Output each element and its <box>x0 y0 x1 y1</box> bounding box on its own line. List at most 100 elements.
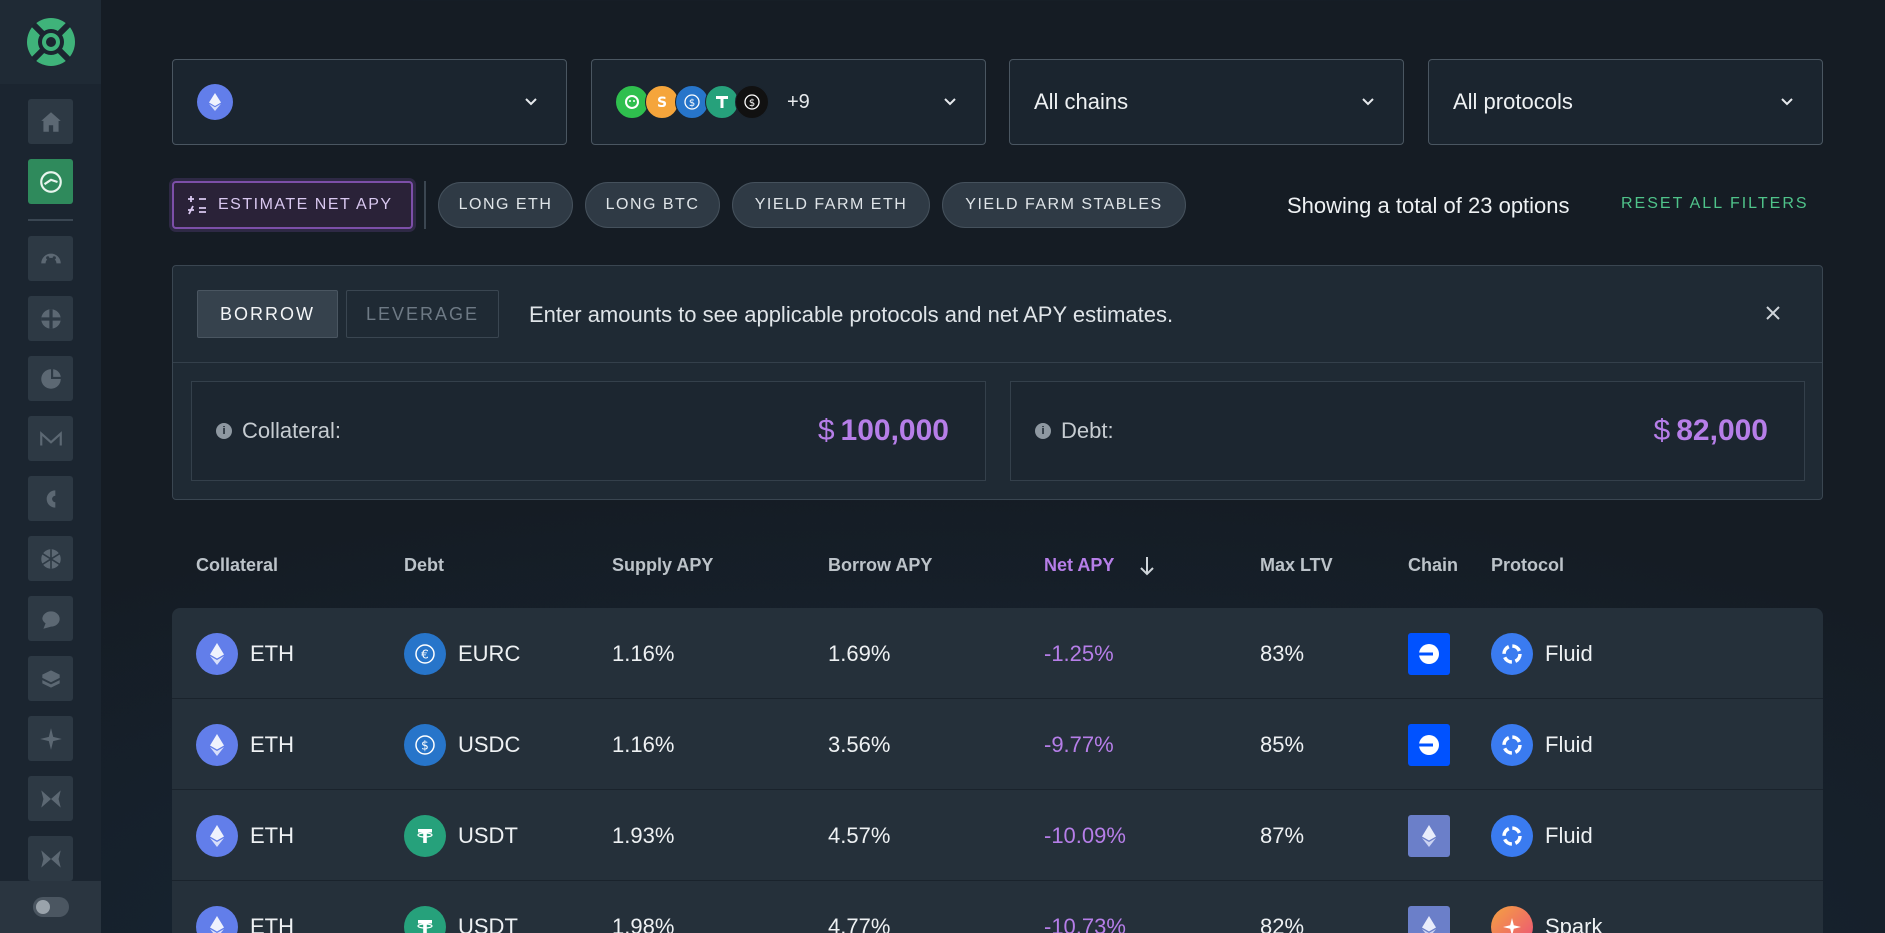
chip-yield-farm-stables[interactable]: YIELD FARM STABLES <box>942 182 1186 228</box>
eth-icon <box>197 84 233 120</box>
euler-button[interactable] <box>28 476 73 521</box>
sort-desc-icon[interactable] <box>1138 555 1156 577</box>
col-debt[interactable]: Debt <box>404 555 444 575</box>
usdt-icon <box>404 905 446 933</box>
cell-collateral-label: ETH <box>250 640 294 666</box>
cell-supply: 1.16% <box>612 640 675 666</box>
cell-protocol-label: Fluid <box>1545 640 1593 666</box>
cell-debt: USDT <box>404 881 518 933</box>
dashboard-button[interactable] <box>28 236 73 281</box>
estimate-panel: BORROW LEVERAGE Enter amounts to see app… <box>172 265 1823 500</box>
morpho-button[interactable] <box>28 416 73 461</box>
chevron-down-icon <box>525 98 537 106</box>
spark-icon <box>39 727 62 750</box>
base-chain-icon <box>1408 632 1450 675</box>
cell-debt-label: USDT <box>458 913 518 933</box>
collateral-amount-field[interactable]: i Collateral: $ 100,000 <box>191 381 986 481</box>
collateral-filter[interactable] <box>172 59 567 145</box>
cell-debt-label: EURC <box>458 640 521 666</box>
usds-icon: S <box>645 85 679 119</box>
chip-long-btc[interactable]: LONG BTC <box>585 182 720 228</box>
tab-borrow[interactable]: BORROW <box>197 290 338 338</box>
chip-yield-farm-eth[interactable]: YIELD FARM ETH <box>732 182 930 228</box>
table-row[interactable]: ETH USDT 1.98% 4.77% -10.73% 82% Spark <box>172 881 1823 933</box>
cell-debt: $ USDC <box>404 699 520 790</box>
ethereum-chain-icon <box>1408 814 1450 857</box>
cell-chain <box>1408 699 1450 790</box>
butterfly-button[interactable] <box>28 776 73 821</box>
cell-borrow: 3.56% <box>828 731 891 757</box>
table-row[interactable]: ETH € EURC 1.16% 1.69% -1.25% 83% Fluid <box>172 608 1823 699</box>
lending-button[interactable] <box>28 296 73 341</box>
cell-chain <box>1408 608 1450 699</box>
chevron-down-icon <box>1781 98 1793 106</box>
cell-ltv: 87% <box>1260 822 1305 848</box>
cell-protocol-label: Spark <box>1545 913 1603 933</box>
app-loop-button[interactable] <box>28 159 73 204</box>
logo-area[interactable] <box>0 0 101 84</box>
theme-toggle[interactable] <box>32 897 69 917</box>
debt-currency: $ <box>1653 414 1671 447</box>
debt-amount-value: 82,000 <box>1676 414 1768 447</box>
logo-icon <box>26 18 75 66</box>
radiant-icon <box>40 548 61 569</box>
ethereum-chain-icon <box>1408 905 1450 933</box>
cell-net: -1.25% <box>1044 640 1114 666</box>
cell-debt: USDT <box>404 790 518 881</box>
estimate-net-apy-button[interactable]: ESTIMATE NET APY <box>172 181 413 229</box>
eth-icon <box>196 814 238 857</box>
debt-filter[interactable]: S $ $ +9 <box>591 59 986 145</box>
cell-collateral-label: ETH <box>250 731 294 757</box>
debt-token-stack: S $ $ <box>615 85 769 119</box>
radiant-button[interactable] <box>28 536 73 581</box>
euler-icon <box>46 489 55 508</box>
fluid-icon <box>1491 632 1533 675</box>
protocol-filter-label: All protocols <box>1453 89 1573 114</box>
cell-ltv: 83% <box>1260 640 1305 666</box>
cell-collateral: ETH <box>196 608 294 699</box>
chip-long-eth[interactable]: LONG ETH <box>438 182 573 228</box>
svg-text:€: € <box>421 647 429 661</box>
col-collateral[interactable]: Collateral <box>196 555 279 575</box>
compound-button[interactable] <box>28 656 73 701</box>
col-chain[interactable]: Chain <box>1408 555 1459 575</box>
col-borrow-apy[interactable]: Borrow APY <box>828 555 933 575</box>
sidebar-divider <box>28 219 73 221</box>
eth-icon <box>196 632 238 675</box>
tab-leverage[interactable]: LEVERAGE <box>346 290 499 338</box>
base-chain-icon <box>1408 723 1450 766</box>
sidebar-footer <box>0 881 101 933</box>
reset-filters-button[interactable]: RESET ALL FILTERS <box>1621 195 1809 212</box>
table-row[interactable]: ETH $ USDC 1.16% 3.56% -9.77% 85% Fluid <box>172 699 1823 790</box>
col-supply-apy[interactable]: Supply APY <box>612 555 714 575</box>
home-button[interactable] <box>28 99 73 144</box>
cell-protocol: Fluid <box>1491 790 1593 881</box>
col-max-ltv[interactable]: Max LTV <box>1260 555 1333 575</box>
loop-icon <box>39 170 62 193</box>
pie-button[interactable] <box>28 356 73 401</box>
col-net-apy[interactable]: Net APY <box>1044 555 1115 575</box>
pie-icon <box>40 368 61 389</box>
table-row[interactable]: ETH USDT 1.93% 4.57% -10.09% 87% Fluid <box>172 790 1823 881</box>
table-body: ETH € EURC 1.16% 1.69% -1.25% 83% Fluid ETH $ USDC… <box>172 608 1823 933</box>
col-protocol[interactable]: Protocol <box>1491 555 1565 575</box>
chat-button[interactable] <box>28 596 73 641</box>
eth-icon <box>196 723 238 766</box>
cell-protocol: Fluid <box>1491 699 1593 790</box>
estimate-net-apy-label: ESTIMATE NET APY <box>218 196 393 213</box>
eurc-icon: € <box>404 632 446 675</box>
butterfly-2-button[interactable] <box>28 836 73 881</box>
chain-filter[interactable]: All chains <box>1009 59 1404 145</box>
cell-protocol-label: Fluid <box>1545 822 1593 848</box>
debt-amount-field[interactable]: i Debt: $ 82,000 <box>1010 381 1805 481</box>
cell-debt: € EURC <box>404 608 520 699</box>
spark-button[interactable] <box>28 716 73 761</box>
table-header: Collateral Debt Supply APY Borrow APY Ne… <box>172 555 1823 595</box>
estimate-hint: Enter amounts to see applicable protocol… <box>529 302 1174 327</box>
cell-net: -10.73% <box>1044 913 1126 933</box>
chevron-down-icon <box>944 98 956 106</box>
lending-icon <box>40 308 61 329</box>
protocol-filter[interactable]: All protocols <box>1428 59 1823 145</box>
spark-icon <box>1491 905 1533 933</box>
close-icon[interactable] <box>1764 304 1782 322</box>
